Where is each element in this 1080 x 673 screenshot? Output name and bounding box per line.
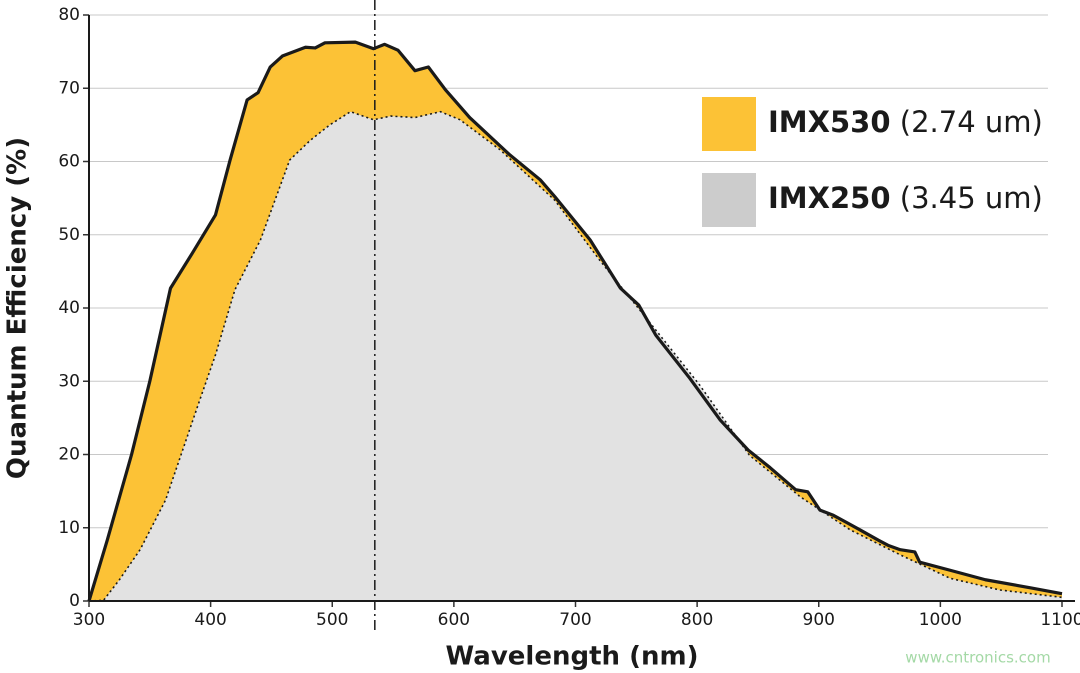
- x-tick-label: 600: [438, 610, 470, 630]
- y-tick-label: 50: [58, 225, 80, 245]
- legend-swatch: [702, 97, 756, 151]
- series-line: [87, 40, 1063, 602]
- area: [89, 111, 1062, 601]
- x-tick-label: 800: [681, 610, 713, 630]
- y-tick-label: 10: [58, 518, 80, 538]
- legend-swatch: [702, 173, 756, 227]
- x-tick-label: 700: [559, 610, 591, 630]
- y-tick-label: 40: [58, 298, 80, 318]
- legend-label: IMX530 (2.74 um): [768, 105, 1043, 139]
- x-tick-label: 500: [316, 610, 348, 630]
- y-tick-label: 0: [69, 591, 80, 611]
- x-tick-label: 1100: [1040, 610, 1080, 630]
- x-axis-title: Wavelength (nm): [446, 642, 699, 672]
- y-tick-label: 20: [58, 445, 80, 465]
- legend-label: IMX250 (3.45 um): [768, 181, 1043, 215]
- y-tick-label: 60: [58, 152, 80, 172]
- x-tick-label: 1000: [919, 610, 962, 630]
- x-tick-label: 900: [803, 610, 835, 630]
- x-tick-label: 400: [194, 610, 226, 630]
- watermark: www.cntronics.com: [905, 649, 1050, 667]
- series-line: [88, 110, 1063, 602]
- x-tick-label: 300: [73, 610, 105, 630]
- y-tick-label: 30: [58, 371, 80, 391]
- y-tick-label: 70: [58, 78, 80, 98]
- y-tick-label: 80: [58, 5, 80, 25]
- y-axis-title: Quantum Efficiency (%): [3, 137, 33, 479]
